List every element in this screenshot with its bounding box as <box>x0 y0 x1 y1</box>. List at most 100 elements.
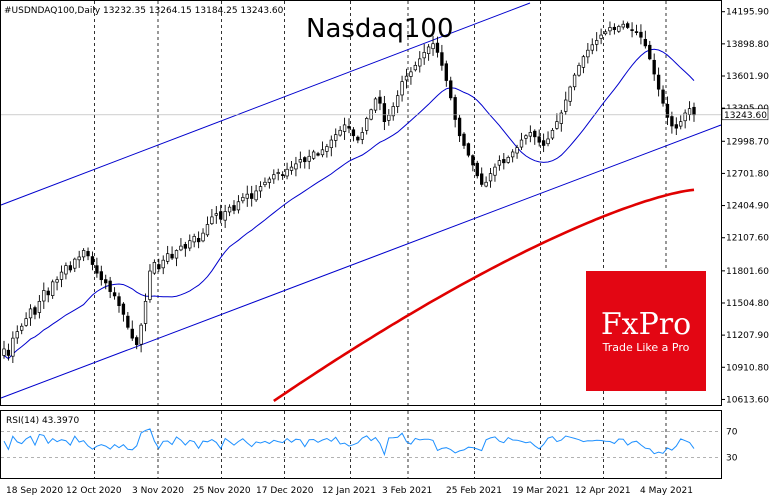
candle <box>263 177 267 188</box>
candle <box>46 287 50 303</box>
candle <box>515 144 519 159</box>
candle <box>28 304 33 326</box>
candle <box>347 118 351 134</box>
candle <box>537 129 541 147</box>
candle <box>382 95 387 131</box>
candle <box>294 156 298 177</box>
candle <box>471 154 475 172</box>
candle <box>148 264 152 303</box>
logo-background <box>586 271 706 391</box>
candle <box>466 142 471 158</box>
candle <box>11 331 15 363</box>
price-tick-label: 11207.90 <box>726 331 769 341</box>
candle <box>179 238 183 252</box>
candle <box>533 129 537 145</box>
candle <box>391 102 395 121</box>
candle <box>303 156 307 169</box>
candle <box>440 44 444 71</box>
price-tick-label: 12701.80 <box>726 169 769 179</box>
candle <box>661 85 665 107</box>
fxpro-logo: FxPro Trade Like a Pro <box>586 271 706 391</box>
candle <box>236 195 241 214</box>
candle <box>342 117 347 140</box>
date-label: 12 Oct 2020 <box>66 486 122 496</box>
price-tick-label: 13898.80 <box>726 40 769 50</box>
candle <box>422 44 426 65</box>
candle <box>683 109 687 129</box>
candle <box>400 75 404 102</box>
candle <box>378 90 382 111</box>
candle <box>121 302 126 322</box>
candle <box>95 257 99 278</box>
candle <box>418 51 422 73</box>
candle <box>272 169 276 184</box>
candle <box>426 44 431 61</box>
candle <box>652 53 656 81</box>
price-tick-label: 10910.80 <box>726 363 769 373</box>
candle <box>15 325 19 344</box>
candle <box>404 68 409 89</box>
candle <box>68 261 73 273</box>
candle <box>656 67 661 97</box>
candle <box>568 85 572 106</box>
candle <box>307 149 311 170</box>
candle <box>165 245 170 265</box>
candle <box>50 279 55 299</box>
candle <box>435 36 440 58</box>
candle <box>431 35 435 56</box>
candle <box>351 127 356 142</box>
rsi-label: RSI(14) 43.3970 <box>6 416 79 426</box>
date-label: 19 Mar 2021 <box>512 486 569 496</box>
candle <box>201 228 205 243</box>
candle <box>519 132 524 150</box>
candle <box>117 292 121 313</box>
price-tick-label: 12107.60 <box>726 234 769 244</box>
date-label: 3 Feb 2021 <box>382 486 432 496</box>
date-label: 18 Sep 2020 <box>6 486 63 496</box>
candle <box>33 305 37 320</box>
candle <box>59 265 64 288</box>
ma50-line <box>3 48 695 360</box>
candle <box>170 246 174 261</box>
candle <box>603 29 608 36</box>
candle <box>559 109 563 132</box>
candle <box>360 127 364 145</box>
candle <box>250 185 254 207</box>
candle <box>674 117 678 135</box>
candle <box>135 335 139 350</box>
candle <box>572 72 577 91</box>
candle <box>24 312 28 327</box>
candle <box>311 149 316 160</box>
candle <box>298 151 303 169</box>
candle <box>254 184 258 202</box>
candle <box>462 132 466 149</box>
candle <box>528 125 533 143</box>
channel-upper-line <box>0 2 531 206</box>
candle <box>241 193 245 204</box>
candle <box>55 276 59 291</box>
candle <box>81 248 86 262</box>
candle <box>320 141 325 158</box>
candle <box>6 343 11 361</box>
price-tick-label: 10613.60 <box>726 395 769 405</box>
candle <box>524 134 528 145</box>
price-tick-label: 14195.90 <box>726 8 769 18</box>
symbol-info: #USDNDAQ100,Daily 13232.35 13264.15 1318… <box>4 6 284 16</box>
candle <box>86 247 90 261</box>
date-label: 12 Apr 2021 <box>575 486 631 496</box>
candle <box>643 30 648 49</box>
candle <box>648 40 652 61</box>
date-label: 12 Jan 2021 <box>322 486 376 496</box>
channel-lower-line <box>0 124 722 399</box>
candle <box>586 43 590 64</box>
candle <box>232 200 236 215</box>
candle <box>280 171 285 180</box>
candle <box>73 257 77 273</box>
candle <box>555 113 559 130</box>
candle <box>488 168 493 188</box>
candle <box>2 340 6 359</box>
candle <box>546 131 550 147</box>
logo-tagline: Trade Like a Pro <box>602 341 690 354</box>
candle <box>126 311 130 330</box>
